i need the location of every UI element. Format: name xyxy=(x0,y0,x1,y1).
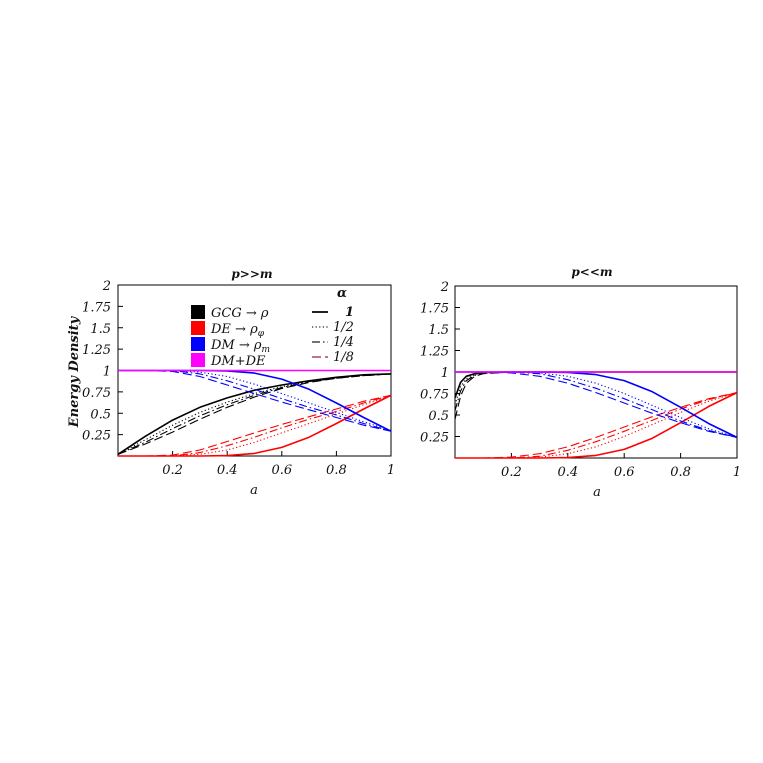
right-curve-gcg-alpha-1-4 xyxy=(454,371,737,411)
left-curve-dm-alpha-1-2 xyxy=(118,369,392,431)
right-y-tick-label: 0.25 xyxy=(420,431,449,446)
left-curves xyxy=(117,369,392,457)
component-legend: GCG → ρ DE → ρφ DM → ρm DM+DE xyxy=(191,305,270,369)
right-x-tick-label: 0.6 xyxy=(614,465,635,480)
right-y-tick-label: 1.25 xyxy=(420,345,449,360)
alpha-legend-label-1: 1 xyxy=(345,305,354,320)
alpha-legend-title: α xyxy=(337,286,347,301)
left-y-tick-label: 2 xyxy=(102,279,111,294)
left-y-tick-label: 0.25 xyxy=(82,429,111,444)
right-y-tick-label: 1.75 xyxy=(420,302,449,317)
right-y-tick-label: 0.75 xyxy=(420,388,449,403)
right-x-tick-label: 0.8 xyxy=(670,465,691,480)
right-curve-de-alpha-1-4 xyxy=(455,392,738,459)
alpha-legend-label-1-4: 1/4 xyxy=(333,335,354,350)
legend-label-dm-de: DM+DE xyxy=(210,354,266,369)
right-curve-gcg-alpha-1 xyxy=(454,371,737,399)
left-y-tick-label: 1.25 xyxy=(82,343,111,358)
left-y-tick-label: 1 xyxy=(103,365,111,380)
left-curve-de-alpha-1 xyxy=(118,394,392,457)
right-panel-title: p<<m xyxy=(571,265,612,279)
right-x-tick-label: 1 xyxy=(733,465,741,480)
legend-label-gcg: GCG → ρ xyxy=(211,306,269,321)
right-curve-de-alpha-1-8 xyxy=(455,392,738,459)
legend-label-dm: DM → ρm xyxy=(210,338,270,355)
left-curve-de-alpha-1-4 xyxy=(118,394,392,457)
right-curve-dm-alpha-1-4 xyxy=(455,371,738,438)
alpha-legend: α 1 1/2 1/4 1/8 xyxy=(312,286,354,365)
left-x-tick-label: 0.6 xyxy=(271,463,292,478)
right-y-tick-label: 2 xyxy=(440,280,449,295)
left-y-tick-label: 0.75 xyxy=(82,386,111,401)
right-y-tick-label: 1 xyxy=(441,366,449,381)
right-x-ticks: 0.2 0.4 0.6 0.8 1 xyxy=(501,453,741,480)
left-y-axis-label: Energy Density xyxy=(67,315,82,428)
right-y-ticks: 0.25 0.5 0.75 1 1.25 1.5 1.75 2 xyxy=(420,280,460,446)
right-curve-de-alpha-1 xyxy=(455,391,738,459)
left-curve-dm-alpha-1-8 xyxy=(118,369,392,432)
left-curve-gcg-alpha-1-8 xyxy=(117,373,392,455)
legend-swatch-dm xyxy=(191,337,205,351)
right-x-tick-label: 0.2 xyxy=(501,465,522,480)
right-curve-gcg-alpha-1-8 xyxy=(454,371,737,420)
left-curve-dm-alpha-1 xyxy=(118,369,392,432)
right-curves xyxy=(454,371,738,459)
left-x-tick-label: 0.4 xyxy=(217,463,238,478)
right-x-tick-label: 0.4 xyxy=(557,465,578,480)
left-x-tick-label: 1 xyxy=(387,463,395,478)
legend-swatch-de xyxy=(191,321,205,335)
left-y-tick-label: 1.5 xyxy=(90,322,111,337)
right-y-tick-label: 0.5 xyxy=(428,409,449,424)
right-y-tick-label: 1.5 xyxy=(428,323,449,338)
left-curve-de-alpha-1-2 xyxy=(118,395,392,457)
left-x-tick-label: 0.2 xyxy=(162,463,183,478)
left-y-tick-label: 0.5 xyxy=(90,407,111,422)
alpha-legend-label-1-2: 1/2 xyxy=(333,320,354,335)
left-curve-dm-alpha-1-4 xyxy=(118,369,392,432)
right-curve-dm-alpha-1-8 xyxy=(455,371,738,438)
left-x-tick-label: 0.8 xyxy=(326,463,347,478)
left-y-tick-label: 1.75 xyxy=(82,300,111,315)
alpha-legend-label-1-8: 1/8 xyxy=(333,350,354,365)
legend-swatch-dm-de xyxy=(191,353,205,367)
left-y-ticks: 0.25 0.5 0.75 1 1.25 1.5 1.75 2 xyxy=(82,279,123,444)
left-x-ticks: 0.2 0.4 0.6 0.8 1 xyxy=(162,451,395,478)
left-x-axis-label: a xyxy=(250,483,258,498)
legend-label-de: DE → ρφ xyxy=(210,322,265,339)
left-curve-gcg-alpha-1 xyxy=(117,373,392,455)
left-curve-gcg-alpha-1-4 xyxy=(117,373,392,455)
right-x-axis-label: a xyxy=(593,485,601,500)
legend-swatch-gcg xyxy=(191,305,205,319)
left-curve-de-alpha-1-8 xyxy=(118,394,392,457)
left-panel-title: p>>m xyxy=(231,267,272,281)
